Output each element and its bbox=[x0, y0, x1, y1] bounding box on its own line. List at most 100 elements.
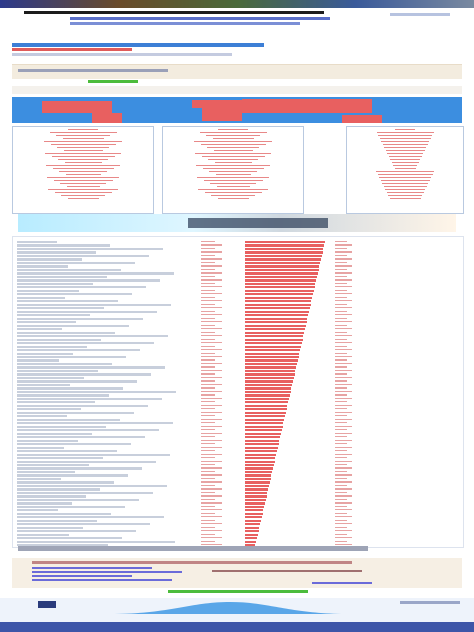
list-item[interactable] bbox=[17, 359, 59, 362]
list-item[interactable] bbox=[17, 401, 95, 404]
list-item[interactable] bbox=[17, 491, 153, 495]
list-item[interactable] bbox=[17, 446, 64, 449]
list-item[interactable] bbox=[17, 502, 72, 505]
list-item[interactable] bbox=[17, 373, 151, 376]
list-item[interactable] bbox=[17, 429, 159, 432]
list-item[interactable] bbox=[17, 331, 115, 334]
list-item[interactable] bbox=[17, 474, 128, 477]
breadcrumb-sub[interactable] bbox=[70, 22, 300, 25]
list-item[interactable] bbox=[17, 530, 136, 533]
list-item[interactable] bbox=[17, 443, 131, 446]
list-item[interactable] bbox=[17, 477, 61, 481]
list-item[interactable] bbox=[17, 335, 168, 338]
list-item[interactable] bbox=[17, 450, 117, 453]
list-item[interactable] bbox=[17, 352, 73, 355]
list-item[interactable] bbox=[17, 516, 164, 519]
list-item[interactable] bbox=[17, 505, 125, 508]
list-item[interactable] bbox=[17, 310, 157, 313]
breadcrumb[interactable] bbox=[70, 17, 330, 20]
list-item[interactable] bbox=[17, 317, 143, 320]
list-item[interactable] bbox=[17, 418, 120, 421]
list-item[interactable] bbox=[17, 247, 163, 251]
list-item[interactable] bbox=[17, 376, 84, 380]
list-item[interactable] bbox=[17, 540, 175, 543]
list-item[interactable] bbox=[17, 328, 62, 331]
list-item[interactable] bbox=[17, 481, 114, 484]
list-item[interactable] bbox=[17, 345, 87, 348]
list-item[interactable] bbox=[17, 296, 65, 299]
list-item[interactable] bbox=[17, 338, 101, 341]
ad-banner[interactable] bbox=[18, 214, 456, 232]
list-item[interactable] bbox=[17, 523, 150, 526]
list-item[interactable] bbox=[17, 533, 69, 536]
list-item[interactable] bbox=[17, 470, 75, 474]
list-item[interactable] bbox=[17, 282, 93, 285]
ranking-list[interactable] bbox=[17, 241, 191, 548]
related-link-2[interactable] bbox=[32, 571, 182, 573]
list-item[interactable] bbox=[17, 439, 78, 442]
list-item[interactable] bbox=[17, 464, 89, 467]
list-item[interactable] bbox=[17, 244, 110, 247]
list-item[interactable] bbox=[17, 387, 123, 390]
list-item[interactable] bbox=[17, 425, 106, 428]
list-item[interactable] bbox=[17, 307, 104, 310]
list-item[interactable] bbox=[17, 321, 76, 324]
list-item[interactable] bbox=[17, 404, 148, 407]
list-item[interactable] bbox=[17, 397, 162, 400]
related-link-6[interactable] bbox=[312, 582, 372, 584]
list-item[interactable] bbox=[17, 241, 57, 244]
list-item[interactable] bbox=[17, 495, 86, 498]
list-item[interactable] bbox=[17, 436, 145, 439]
list-item[interactable] bbox=[17, 275, 107, 279]
list-item[interactable] bbox=[17, 314, 90, 317]
related-link-5[interactable] bbox=[212, 570, 362, 572]
list-item[interactable] bbox=[17, 362, 112, 366]
list-item[interactable] bbox=[17, 453, 170, 456]
list-item[interactable] bbox=[17, 268, 121, 272]
list-item[interactable] bbox=[17, 342, 154, 345]
top-right-links[interactable] bbox=[390, 13, 450, 16]
list-item[interactable] bbox=[17, 509, 58, 512]
list-item[interactable] bbox=[17, 467, 142, 470]
list-item[interactable] bbox=[17, 366, 165, 369]
list-item[interactable] bbox=[17, 349, 140, 352]
list-item[interactable] bbox=[17, 303, 171, 306]
list-item[interactable] bbox=[17, 293, 132, 296]
list-item[interactable] bbox=[17, 457, 103, 460]
list-item[interactable] bbox=[17, 355, 126, 359]
list-item[interactable] bbox=[17, 422, 173, 425]
list-item[interactable] bbox=[17, 286, 146, 289]
list-item[interactable] bbox=[17, 498, 139, 502]
list-item[interactable] bbox=[17, 383, 70, 387]
list-item[interactable] bbox=[17, 258, 82, 261]
list-item[interactable] bbox=[17, 460, 156, 463]
list-item[interactable] bbox=[17, 272, 174, 275]
list-item[interactable] bbox=[17, 537, 122, 540]
related-link-4[interactable] bbox=[32, 579, 172, 581]
list-item[interactable] bbox=[17, 300, 118, 303]
list-item[interactable] bbox=[17, 411, 134, 414]
list-item[interactable] bbox=[17, 390, 176, 394]
list-item[interactable] bbox=[17, 380, 137, 383]
list-item[interactable] bbox=[17, 394, 109, 397]
list-item[interactable] bbox=[17, 415, 67, 418]
list-item[interactable] bbox=[17, 526, 83, 529]
list-item[interactable] bbox=[17, 251, 96, 254]
related-link-1[interactable] bbox=[32, 567, 152, 569]
list-item[interactable] bbox=[17, 408, 81, 411]
list-item[interactable] bbox=[17, 265, 68, 268]
list-item[interactable] bbox=[17, 261, 135, 265]
list-item[interactable] bbox=[17, 289, 79, 292]
nav-logo[interactable] bbox=[38, 601, 56, 608]
list-item[interactable] bbox=[17, 279, 160, 282]
related-link-3[interactable] bbox=[32, 575, 132, 577]
list-item[interactable] bbox=[17, 512, 111, 515]
list-item[interactable] bbox=[17, 544, 108, 547]
nav-right-links[interactable] bbox=[400, 601, 460, 604]
list-item[interactable] bbox=[17, 254, 149, 258]
list-item[interactable] bbox=[17, 484, 167, 488]
list-item[interactable] bbox=[17, 519, 97, 522]
list-item[interactable] bbox=[17, 324, 129, 327]
list-item[interactable] bbox=[17, 488, 100, 491]
list-item[interactable] bbox=[17, 369, 98, 373]
